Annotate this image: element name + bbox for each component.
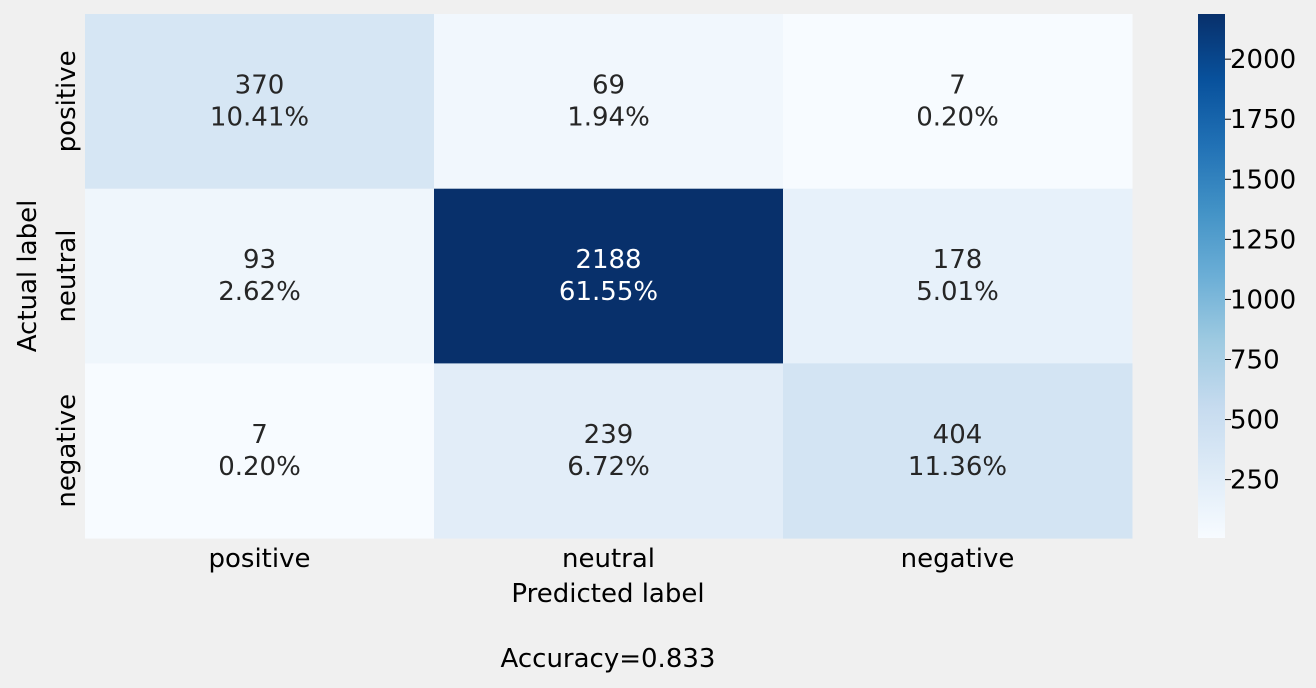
cell-count-label: 93: [243, 245, 276, 275]
cell-count-label: 239: [584, 420, 634, 450]
cell-percent-label: 6.72%: [567, 452, 650, 482]
colorbar: [1198, 14, 1225, 538]
cell-count-label: 2188: [575, 245, 641, 275]
cell-percent-label: 1.94%: [567, 102, 650, 132]
cell-count-label: 7: [251, 420, 268, 450]
cell-percent-label: 0.20%: [916, 102, 999, 132]
colorbar-tick-label: 1250: [1230, 225, 1296, 255]
cell-percent-label: 61.55%: [559, 277, 658, 307]
x-tick-labels: positive neutral negative: [209, 544, 1015, 574]
colorbar-tick-label: 1000: [1230, 285, 1296, 315]
cell-neutral-positive: [85, 188, 435, 364]
cell-positive-positive: [85, 14, 435, 190]
colorbar-tick-label: 2000: [1230, 45, 1296, 75]
colorbar-tick-label: 250: [1230, 466, 1280, 496]
colorbar-ticks: 250 500 750 1000 1250 1500 1750 2000: [1225, 45, 1296, 496]
cell-count-label: 178: [933, 245, 983, 275]
y-tick-label: negative: [52, 394, 82, 508]
accuracy-footer: Accuracy=0.833: [501, 644, 716, 674]
cell-neutral-negative: [783, 188, 1133, 364]
x-tick-label: negative: [901, 544, 1015, 574]
cell-positive-negative: [783, 14, 1133, 190]
cell-percent-label: 0.20%: [218, 452, 301, 482]
colorbar-tick-label: 500: [1230, 406, 1280, 436]
cell-negative-positive: [85, 363, 435, 539]
colorbar-tick-label: 750: [1230, 345, 1280, 375]
colorbar-tick-label: 1500: [1230, 165, 1296, 195]
y-tick-labels: positive neutral negative: [52, 50, 82, 507]
y-axis-label: Actual label: [13, 200, 43, 353]
cell-percent-label: 5.01%: [916, 277, 999, 307]
cell-negative-neutral: [434, 363, 784, 539]
cell-percent-label: 10.41%: [210, 102, 309, 132]
y-tick-label: positive: [52, 50, 82, 152]
colorbar-tick-label: 1750: [1230, 105, 1296, 135]
cell-percent-label: 11.36%: [908, 452, 1007, 482]
cell-percent-label: 2.62%: [218, 277, 301, 307]
x-axis-label: Predicted label: [511, 579, 704, 609]
cell-count-label: 404: [933, 420, 983, 450]
cell-positive-neutral: [434, 14, 784, 190]
cell-count-label: 7: [949, 70, 966, 100]
x-tick-label: positive: [209, 544, 311, 574]
cell-neutral-neutral: [434, 188, 784, 364]
heatmap-cells: 37010.41%691.94%70.20%932.62%218861.55%1…: [85, 14, 1133, 539]
y-tick-label: neutral: [52, 230, 82, 323]
cell-count-label: 370: [235, 70, 285, 100]
cell-negative-negative: [783, 363, 1133, 539]
cell-count-label: 69: [592, 70, 625, 100]
x-tick-label: neutral: [562, 544, 655, 574]
